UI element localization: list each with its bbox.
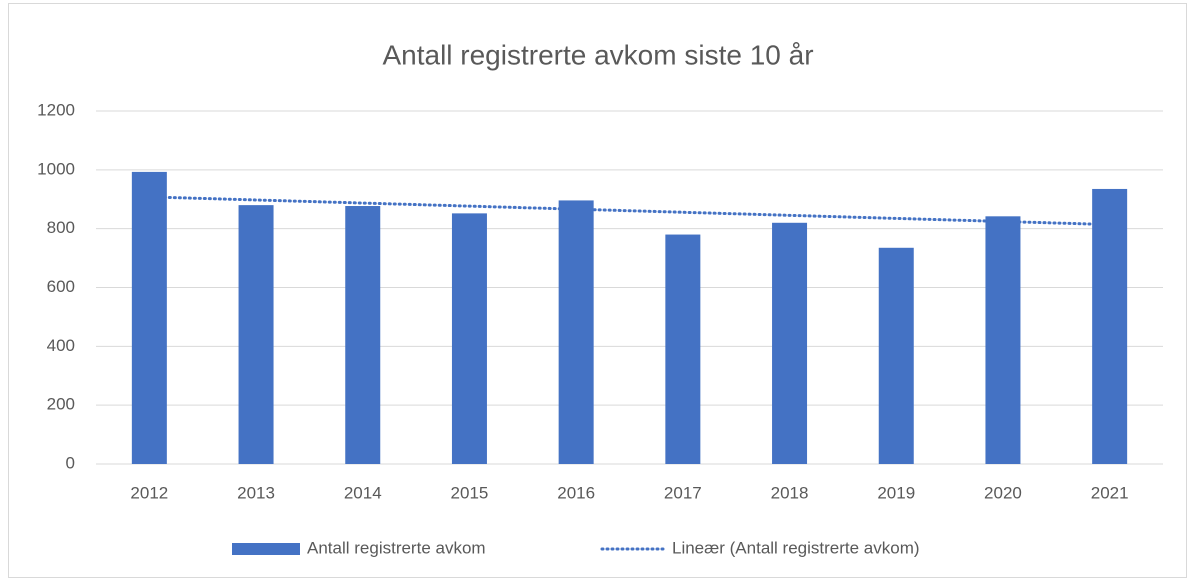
x-tick-label: 2019	[877, 483, 915, 502]
bar	[665, 234, 701, 464]
bar	[345, 206, 381, 464]
x-tick-label: 2020	[984, 483, 1022, 502]
y-tick-label: 600	[47, 277, 75, 296]
x-tick-label: 2016	[557, 483, 595, 502]
bar	[772, 222, 808, 464]
y-tick-label: 0	[66, 453, 75, 472]
bar	[131, 171, 167, 464]
bar	[878, 247, 914, 464]
legend-swatch	[232, 543, 300, 555]
chart-title: Antall registrerte avkom siste 10 år	[382, 39, 813, 70]
bar	[451, 213, 487, 464]
y-tick-label: 800	[47, 218, 75, 237]
bar	[558, 200, 594, 464]
y-tick-label: 200	[47, 395, 75, 414]
y-tick-label: 1200	[37, 100, 75, 119]
y-tick-label: 400	[47, 336, 75, 355]
legend-label: Lineær (Antall registrerte avkom)	[672, 538, 920, 557]
legend-label: Antall registrerte avkom	[307, 538, 486, 557]
x-tick-label: 2021	[1091, 483, 1129, 502]
x-tick-label: 2014	[344, 483, 382, 502]
bar	[238, 205, 274, 464]
bar	[985, 216, 1021, 464]
x-tick-label: 2018	[771, 483, 809, 502]
y-tick-label: 1000	[37, 159, 75, 178]
x-tick-label: 2017	[664, 483, 702, 502]
x-tick-label: 2012	[130, 483, 168, 502]
trendline	[147, 195, 1112, 227]
x-tick-label: 2013	[237, 483, 275, 502]
bar	[1092, 188, 1128, 464]
x-tick-label: 2015	[451, 483, 489, 502]
